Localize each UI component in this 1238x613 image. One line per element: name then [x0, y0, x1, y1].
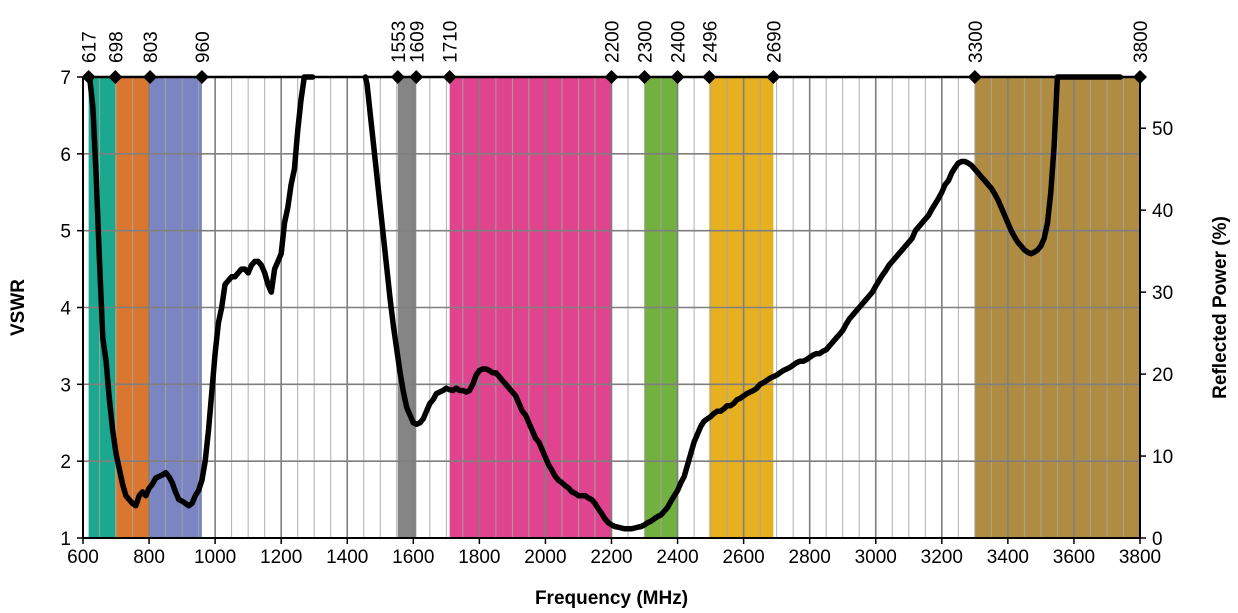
- band-edge-label: 2200: [603, 21, 624, 63]
- y2-axis-title: Reflected Power (%): [1210, 216, 1231, 399]
- band-edge-diamond: [390, 70, 405, 84]
- x-tick-label: 800: [133, 547, 165, 568]
- band-edge-label: 3300: [966, 21, 987, 63]
- band-edge-label: 1553: [389, 21, 410, 63]
- x-tick-label: 3800: [1119, 547, 1161, 568]
- y-tick-label: 4: [60, 299, 71, 320]
- y-axis-title: VSWR: [8, 279, 29, 336]
- x-tick-label: 2000: [524, 547, 566, 568]
- x-tick-label: 600: [67, 547, 99, 568]
- band-edge-diamond: [702, 70, 717, 84]
- band-edge-label: 803: [141, 31, 162, 63]
- band-edge-label: 3800: [1131, 21, 1152, 63]
- band-edge-label: 2496: [700, 21, 721, 63]
- band-edge-diamond: [670, 70, 685, 84]
- band-edge-label: 2400: [669, 21, 690, 63]
- y2-tick-label: 50: [1152, 119, 1173, 140]
- y2-tick-label: 40: [1152, 201, 1173, 222]
- y-tick-label: 7: [60, 68, 71, 89]
- band-edge-diamond: [637, 70, 652, 84]
- y-tick-label: 6: [60, 145, 71, 166]
- band-edge-diamond: [1133, 70, 1147, 84]
- y-tick-label: 5: [60, 222, 71, 243]
- band-edge-diamond: [967, 70, 982, 84]
- x-tick-label: 3000: [855, 547, 897, 568]
- band-edge-diamond: [81, 70, 96, 84]
- band-edge-diamond: [766, 70, 781, 84]
- y2-tick-label: 30: [1152, 283, 1173, 304]
- band-edge-label: 1609: [407, 21, 428, 63]
- band-edge-diamond: [108, 70, 123, 84]
- x-tick-label: 3400: [987, 547, 1029, 568]
- vswr-line-segment-1: [362, 74, 1123, 532]
- band-edge-label: 617: [80, 31, 101, 63]
- band-edge-diamond: [442, 70, 457, 84]
- x-tick-label: 1200: [260, 547, 302, 568]
- x-axis-title: Frequency (MHz): [535, 588, 688, 609]
- y-tick-label: 3: [60, 375, 71, 396]
- band-edge-label: 1710: [441, 21, 462, 63]
- x-tick-label: 2200: [590, 547, 632, 568]
- x-tick-label: 1800: [458, 547, 500, 568]
- band-edge-diamond: [143, 70, 158, 84]
- x-tick-label: 2600: [722, 547, 764, 568]
- band-edge-diamond: [194, 70, 209, 84]
- x-tick-label: 3600: [1053, 547, 1095, 568]
- vswr-line-segment-0: [86, 74, 316, 509]
- tick-labels: 600 800 1000 1200 1400 1600 1800 2000 2200 2400 26…: [60, 68, 1173, 568]
- y-tick-label: 1: [60, 529, 71, 550]
- x-tick-label: 1600: [392, 547, 434, 568]
- x-tick-label: 2800: [789, 547, 831, 568]
- band-edge-label: 2300: [636, 21, 657, 63]
- band-edge-label: 2690: [764, 21, 785, 63]
- x-tick-label: 3200: [921, 547, 963, 568]
- y2-tick-label: 10: [1152, 447, 1173, 468]
- y2-tick-label: 20: [1152, 365, 1173, 386]
- y-tick-label: 2: [60, 452, 71, 473]
- band-edge-label: 698: [106, 31, 127, 63]
- x-tick-label: 1000: [194, 547, 236, 568]
- band-edge-label: 960: [193, 31, 214, 63]
- y2-tick-label: 0: [1152, 529, 1163, 550]
- vswr-series: [86, 74, 1123, 532]
- band-edge-diamond: [409, 70, 424, 84]
- band-edge-diamond: [604, 70, 619, 84]
- x-tick-label: 2400: [656, 547, 698, 568]
- x-tick-label: 1400: [326, 547, 368, 568]
